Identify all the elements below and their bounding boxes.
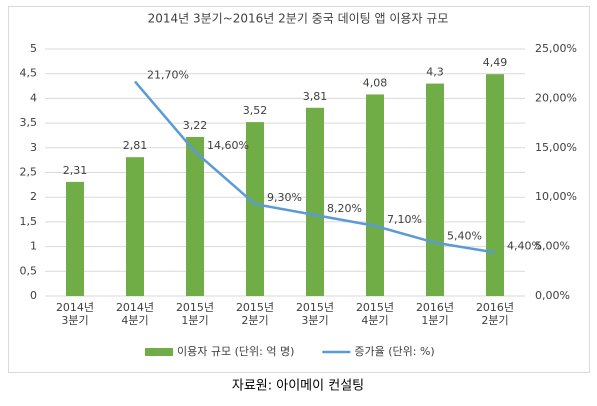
legend-swatch [145, 348, 173, 356]
bar [426, 83, 444, 296]
data-label: 2,81 [123, 139, 148, 152]
y2-tick-label: 20,00% [535, 91, 577, 104]
y-tick-label: 2,5 [20, 166, 38, 179]
data-label: 4,08 [363, 76, 388, 89]
y-tick-label: 1,5 [20, 215, 38, 228]
y-tick-label: 4,5 [20, 67, 38, 80]
bar [366, 94, 384, 296]
chart-title: 2014년 3분기~2016년 2분기 중국 데이팅 앱 이용자 규모 [148, 12, 449, 26]
y-tick-label: 1 [30, 240, 37, 253]
data-label: 3,81 [303, 90, 328, 103]
y2-tick-label: 5,00% [535, 240, 570, 253]
source: 자료원: 아이메이 컨설팅 [232, 379, 364, 394]
data-label: 7,10% [387, 213, 422, 226]
x-tick-label: 2015년 4분기 [355, 301, 395, 327]
data-label: 3,22 [183, 119, 208, 132]
y-tick-label: 4 [30, 91, 37, 104]
x-tick-label: 2016년 1분기 [415, 301, 455, 327]
y-tick-label: 5 [30, 42, 37, 55]
chart-border [8, 6, 590, 373]
data-label: 5,40% [447, 230, 482, 243]
x-tick-label: 2015년 1분기 [175, 301, 215, 327]
bar [186, 136, 204, 296]
data-label: 3,52 [243, 104, 268, 117]
y-tick-label: 3 [30, 141, 37, 154]
x-tick-label: 2015년 2분기 [235, 301, 275, 327]
y-tick-label: 0,5 [20, 264, 38, 277]
x-tick-label: 2016년 2분기 [475, 301, 515, 327]
y-tick-label: 3,5 [20, 116, 38, 129]
bar [246, 122, 264, 296]
y2-tick-label: 10,00% [535, 190, 577, 203]
legend-label: 이용자 규모 (단위: 억 명) [177, 345, 294, 358]
x-tick-label: 2015년 3분기 [295, 301, 335, 327]
data-label: 8,20% [327, 202, 362, 215]
data-label: 4,40% [507, 240, 542, 253]
x-tick-label: 2014년 4분기 [115, 301, 155, 327]
bar [306, 107, 324, 296]
y2-tick-label: 15,00% [535, 141, 577, 154]
data-label: 21,70% [147, 69, 189, 82]
bar [126, 157, 144, 296]
bar [486, 74, 504, 296]
x-tick-label: 2014년 3분기 [55, 301, 95, 327]
y2-tick-label: 0,00% [535, 289, 570, 302]
data-label: 4,3 [426, 66, 444, 79]
y-tick-label: 0 [30, 289, 37, 302]
data-label: 4,49 [483, 56, 508, 69]
bar [66, 181, 84, 296]
line [134, 80, 496, 254]
data-label: 2,31 [63, 164, 88, 177]
data-label: 9,30% [267, 191, 302, 204]
data-label: 14,60% [207, 139, 249, 152]
y2-tick-label: 25,00% [535, 42, 577, 55]
legend-label: 증가율 (단위: %) [354, 345, 434, 358]
y-tick-label: 2 [30, 190, 37, 203]
